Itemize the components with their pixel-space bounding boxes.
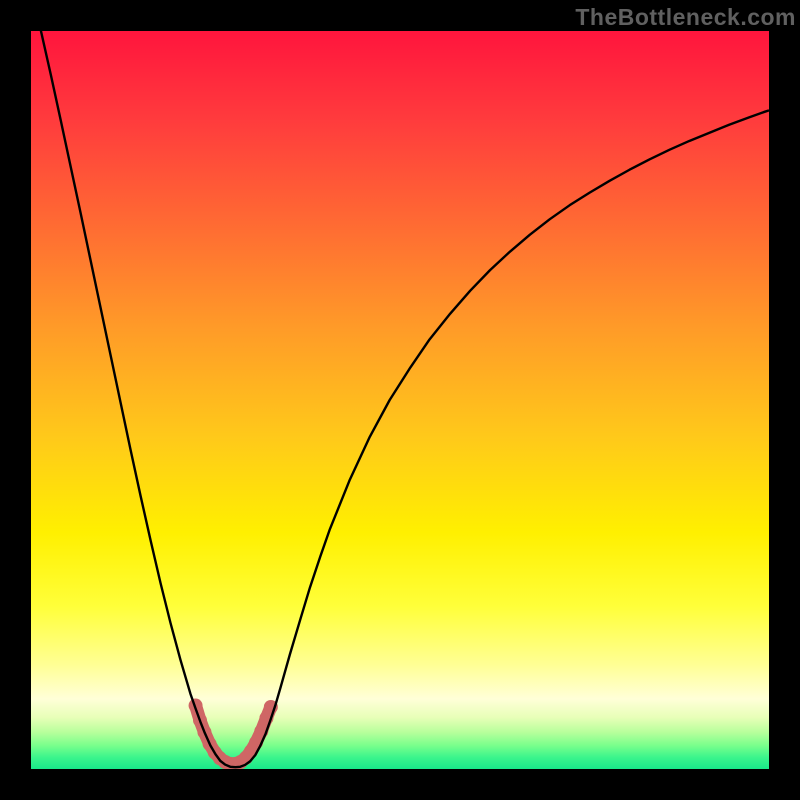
watermark-text: TheBottleneck.com (575, 4, 796, 31)
curve-layer (31, 31, 769, 769)
chart-container: TheBottleneck.com (0, 0, 800, 800)
plot-area (31, 31, 769, 769)
series-valley-curve (31, 31, 769, 767)
